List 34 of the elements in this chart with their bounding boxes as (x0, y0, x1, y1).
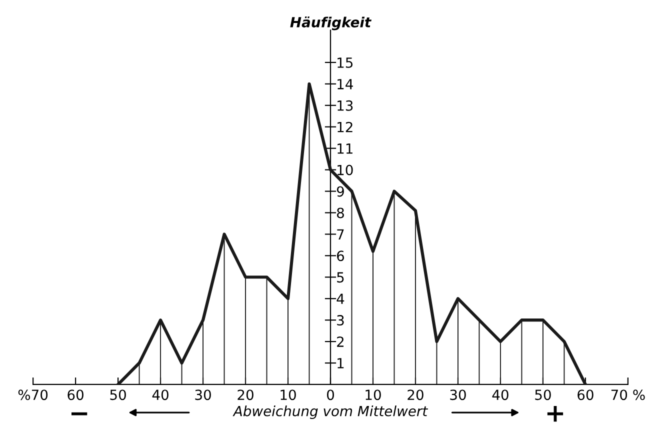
x-tick-label: 60 (68, 390, 84, 400)
y-tick-label: 6 (337, 250, 344, 262)
x-tick-label: 40 (492, 390, 508, 400)
x-tick-label: 20 (408, 390, 424, 400)
x-tick-label: %70 (18, 390, 48, 400)
x-tick-label: 50 (110, 390, 126, 400)
x-tick-label: 50 (535, 390, 551, 400)
x-tick-label: 0 (326, 390, 334, 400)
y-tick-label: 1 (338, 358, 344, 368)
y-tick-label: 11 (338, 143, 352, 154)
y-tick-label: 2 (337, 336, 344, 347)
y-axis-title: Häufigkeit (290, 16, 372, 30)
y-tick-label: 14 (338, 79, 353, 90)
y-tick-label: 5 (337, 272, 344, 283)
x-tick-label: 70 % (611, 390, 645, 400)
x-tick-label: 30 (195, 390, 211, 400)
text: + (547, 406, 564, 422)
x-tick-label: 10 (366, 390, 381, 400)
y-tick-label: 9 (336, 186, 344, 197)
x-tick-label: 60 (578, 390, 594, 400)
y-tick-label: 15 (338, 58, 353, 68)
y-tick-label: 13 (338, 100, 353, 111)
y-tick-label: 7 (337, 229, 344, 240)
x-tick-label: 10 (280, 390, 296, 400)
x-tick-label: 20 (238, 390, 254, 400)
x-axis-title: Abweichung vom Mittelwert (232, 406, 428, 420)
y-tick-label: 8 (336, 208, 344, 218)
x-tick-label: 30 (450, 390, 466, 400)
y-tick-label: 4 (336, 294, 344, 304)
text: − (71, 412, 88, 416)
y-tick-label: 3 (337, 315, 344, 326)
y-tick-label: 10 (338, 164, 353, 176)
y-tick-label: 12 (338, 122, 352, 132)
x-tick-label: 40 (152, 390, 168, 400)
